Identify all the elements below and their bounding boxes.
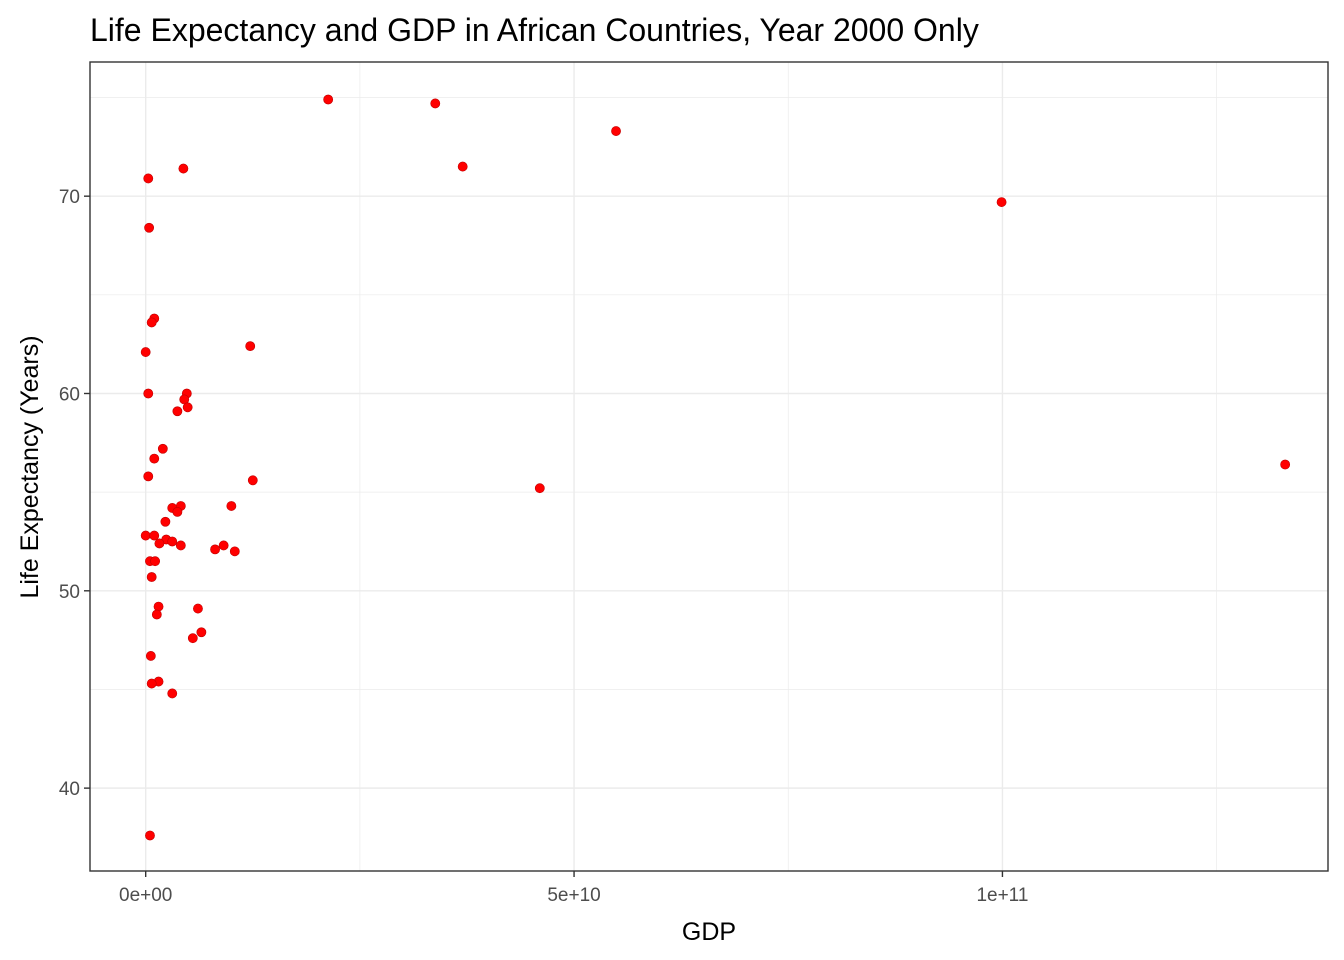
x-axis-title: GDP [682, 918, 736, 946]
data-point [226, 501, 237, 511]
data-point [143, 173, 154, 184]
data-point [140, 530, 151, 541]
x-axis: 0e+00 5e+10 1e+11 [119, 871, 1028, 906]
data-point [193, 603, 203, 614]
data-point [457, 161, 468, 172]
y-tick-label: 50 [59, 582, 80, 603]
data-point [430, 98, 441, 109]
data-point [150, 556, 161, 567]
x-tick-label: 1e+11 [976, 885, 1028, 906]
data-point [160, 516, 171, 527]
data-point [1280, 459, 1291, 470]
data-point [144, 222, 155, 233]
data-point [167, 536, 178, 547]
x-tick-label: 5e+10 [547, 885, 600, 906]
data-point [154, 538, 165, 549]
data-point [143, 471, 154, 482]
data-point [146, 317, 157, 328]
data-point [145, 651, 156, 661]
y-tick-label: 70 [59, 187, 80, 208]
data-point [323, 94, 334, 105]
data-point [229, 546, 240, 557]
panel-border [89, 61, 1329, 872]
data-point [151, 609, 162, 620]
data-point [153, 601, 164, 612]
y-axis: 40 50 60 70 [59, 187, 90, 800]
data-point [167, 688, 178, 699]
data-point [175, 540, 186, 551]
data-point [182, 402, 193, 413]
data-point [247, 475, 258, 486]
data-point [143, 388, 154, 399]
grid [90, 62, 1328, 871]
data-point [187, 633, 198, 644]
data-point [157, 443, 168, 454]
data-point [178, 163, 189, 174]
data-point [149, 453, 160, 464]
data-point [146, 678, 157, 689]
chart-title: Life Expectancy and GDP in African Count… [90, 12, 979, 48]
y-tick-label: 60 [59, 384, 80, 405]
data-point [145, 830, 155, 841]
data-point [534, 483, 545, 494]
data-point [196, 627, 207, 638]
data-point [172, 406, 183, 417]
data-point [140, 347, 151, 357]
data-point [996, 197, 1007, 207]
data-point [611, 126, 621, 136]
y-tick-label: 40 [59, 779, 80, 800]
data-point [146, 572, 157, 582]
data-points [140, 94, 1291, 841]
data-point [210, 544, 220, 555]
x-tick-label: 0e+00 [119, 885, 172, 906]
y-axis-title: Life Expectancy (Years) [16, 335, 44, 598]
data-point [245, 341, 256, 352]
data-point [218, 540, 229, 551]
data-point [172, 506, 183, 517]
data-point [149, 530, 160, 541]
